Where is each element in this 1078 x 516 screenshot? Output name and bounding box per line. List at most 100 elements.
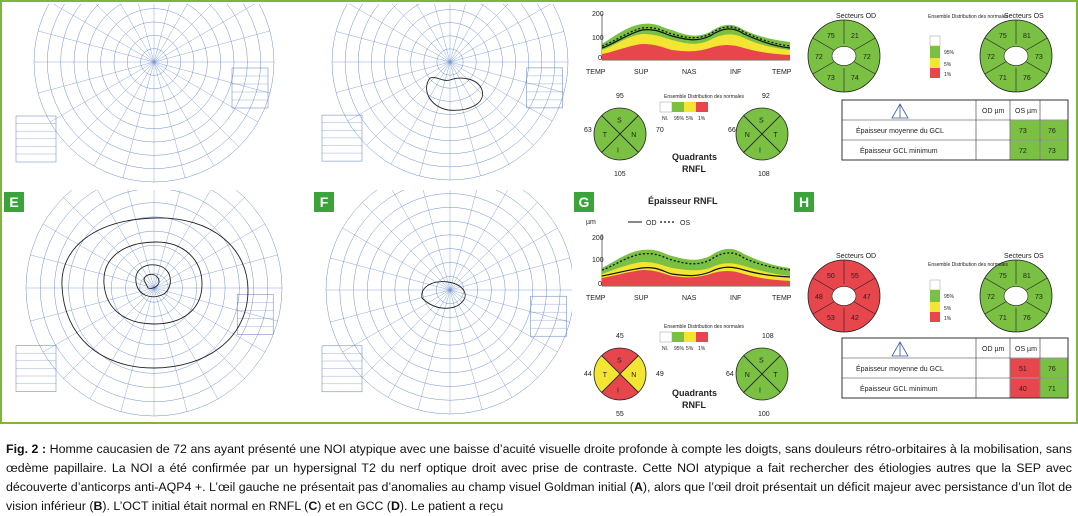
quadrant-label: S <box>759 118 764 125</box>
perimetry-grid <box>33 4 275 183</box>
quadrant-sector <box>601 133 639 161</box>
caption-text: ), alors que l’œil droit présentait un d… <box>6 480 1072 513</box>
secteurs-os-label: Secteurs OS <box>1004 253 1044 260</box>
panel-label-f: F <box>314 192 334 212</box>
col-os: OS µm <box>1015 346 1037 353</box>
quadrant-sector <box>601 347 639 375</box>
quadrant-sector <box>601 107 639 135</box>
caption-text: ). Le patient a reçu <box>399 499 504 513</box>
quad-value: 108 <box>762 333 774 340</box>
gcc-legend: Ensemble Distribution des normales 95% 5… <box>928 262 1009 322</box>
quad-value: 92 <box>762 93 770 100</box>
perimetry-grid <box>25 190 283 417</box>
x-tick: SUP <box>634 69 649 76</box>
x-tick: INF <box>730 295 741 302</box>
isopter <box>421 281 466 309</box>
sector-value: 74 <box>851 75 859 82</box>
gcc-sector-map-os: 81 73 76 71 72 75 <box>979 19 1053 93</box>
y-tick: 0 <box>598 281 602 288</box>
panel-label-e: E <box>4 192 24 212</box>
panel-label-g: G <box>574 192 594 212</box>
quadrant-circle-od: S N I T <box>593 347 647 401</box>
quad-value: 108 <box>758 171 770 178</box>
x-tick: NAS <box>682 295 697 302</box>
quad-value: 105 <box>614 171 626 178</box>
row-label: Épaisseur moyenne du GCL <box>856 126 944 135</box>
cell-value: 76 <box>1048 366 1056 373</box>
quad-value: 55 <box>616 411 624 418</box>
sector-value: 76 <box>1023 75 1031 82</box>
sector-value: 72 <box>987 54 995 61</box>
cell-value: 71 <box>1048 386 1056 393</box>
sector-value: 50 <box>827 273 835 280</box>
sector-value: 73 <box>1035 294 1043 301</box>
legend-title: Ensemble Distribution des normales <box>928 262 1009 268</box>
goldmann-chart <box>321 190 572 415</box>
quad-value: 45 <box>616 333 624 340</box>
rnfl-report: 200 100 0 TEMP SUP NAS INF TEMP 95 63 <box>584 11 792 418</box>
x-tick: SUP <box>634 295 649 302</box>
scan-icon <box>891 103 909 119</box>
sector-value: 81 <box>1023 273 1031 280</box>
quad-value: 95 <box>616 93 624 100</box>
sector-value: 75 <box>999 33 1007 40</box>
x-tick: INF <box>730 69 741 76</box>
rnfl-column: 200 100 0 TEMP SUP NAS INF TEMP 95 63 <box>572 4 794 420</box>
quadrant-label: T <box>603 372 608 379</box>
gcc-sector-map-od: 21 72 74 73 72 75 <box>807 19 881 93</box>
perimetry-table <box>15 294 274 392</box>
rnfl-graph-top: 200 100 0 TEMP SUP NAS INF TEMP <box>586 11 792 76</box>
row-label: Épaisseur GCL minimum <box>860 146 938 155</box>
sector-value: 71 <box>999 315 1007 322</box>
sector-value: 75 <box>827 33 835 40</box>
x-tick: NAS <box>682 69 697 76</box>
normal-distribution-legend: Ensemble Distribution des normales Nl. 9… <box>659 94 745 122</box>
legend-val: 1% <box>698 346 706 352</box>
perimetry-grid <box>331 4 569 181</box>
legend-val: 95% <box>944 50 955 56</box>
legend-val: 95% <box>674 116 685 122</box>
caption-text: ) et en GCC ( <box>317 499 391 513</box>
quadrant-label: I <box>617 388 619 395</box>
sector-value: 72 <box>815 54 823 61</box>
figure: E F G H 200 100 0 TEMP SUP NAS INF TEMP <box>0 0 1078 424</box>
sector-value: 75 <box>999 273 1007 280</box>
isopter <box>135 264 171 298</box>
legend-val: 5% <box>686 346 694 352</box>
quad-value: 44 <box>584 371 592 378</box>
quadrant-sector <box>593 115 621 153</box>
sector-value: 53 <box>827 315 835 322</box>
row-label: Épaisseur moyenne du GCL <box>856 364 944 373</box>
sector-value: 72 <box>863 54 871 61</box>
cell-value: 40 <box>1019 386 1027 393</box>
legend-val: 95% <box>674 346 685 352</box>
figure-caption: Fig. 2 : Homme caucasien de 72 ans ayant… <box>6 440 1072 516</box>
perimetry-table <box>15 67 269 163</box>
quad-value: 64 <box>726 371 734 378</box>
quadrants-label: RNFL <box>682 400 706 410</box>
isopter <box>143 273 160 289</box>
quadrant-label: N <box>631 372 636 379</box>
legend-val: 1% <box>944 72 952 78</box>
gcc-column: Secteurs OD Secteurs OS 21 72 74 73 72 75 81 7… <box>796 4 1074 420</box>
quadrants-label: Quadrants <box>672 152 717 162</box>
quadrant-sector <box>761 115 789 153</box>
quadrant-sector <box>619 115 647 153</box>
sector-value: 72 <box>987 294 995 301</box>
cell-value: 51 <box>1019 366 1027 373</box>
caption-fig-label: Fig. 2 : <box>6 442 47 456</box>
legend-title: Ensemble Distribution des normales <box>928 14 1009 20</box>
line-legend: µm OD OS <box>586 219 690 227</box>
visual-field-a <box>4 4 304 190</box>
row-label: Épaisseur GCL minimum <box>860 384 938 393</box>
quadrant-label: T <box>603 132 608 139</box>
sector-value: 55 <box>851 273 859 280</box>
isopter <box>61 217 249 369</box>
sector-value: 81 <box>1023 33 1031 40</box>
y-unit: µm <box>586 219 596 226</box>
quad-value: 63 <box>584 127 592 134</box>
figure-frame <box>0 0 1078 424</box>
normal-distribution-legend: Ensemble Distribution des normales Nl. 9… <box>659 324 745 352</box>
perimetry-grid <box>325 190 572 415</box>
goldmann-chart <box>321 4 569 181</box>
